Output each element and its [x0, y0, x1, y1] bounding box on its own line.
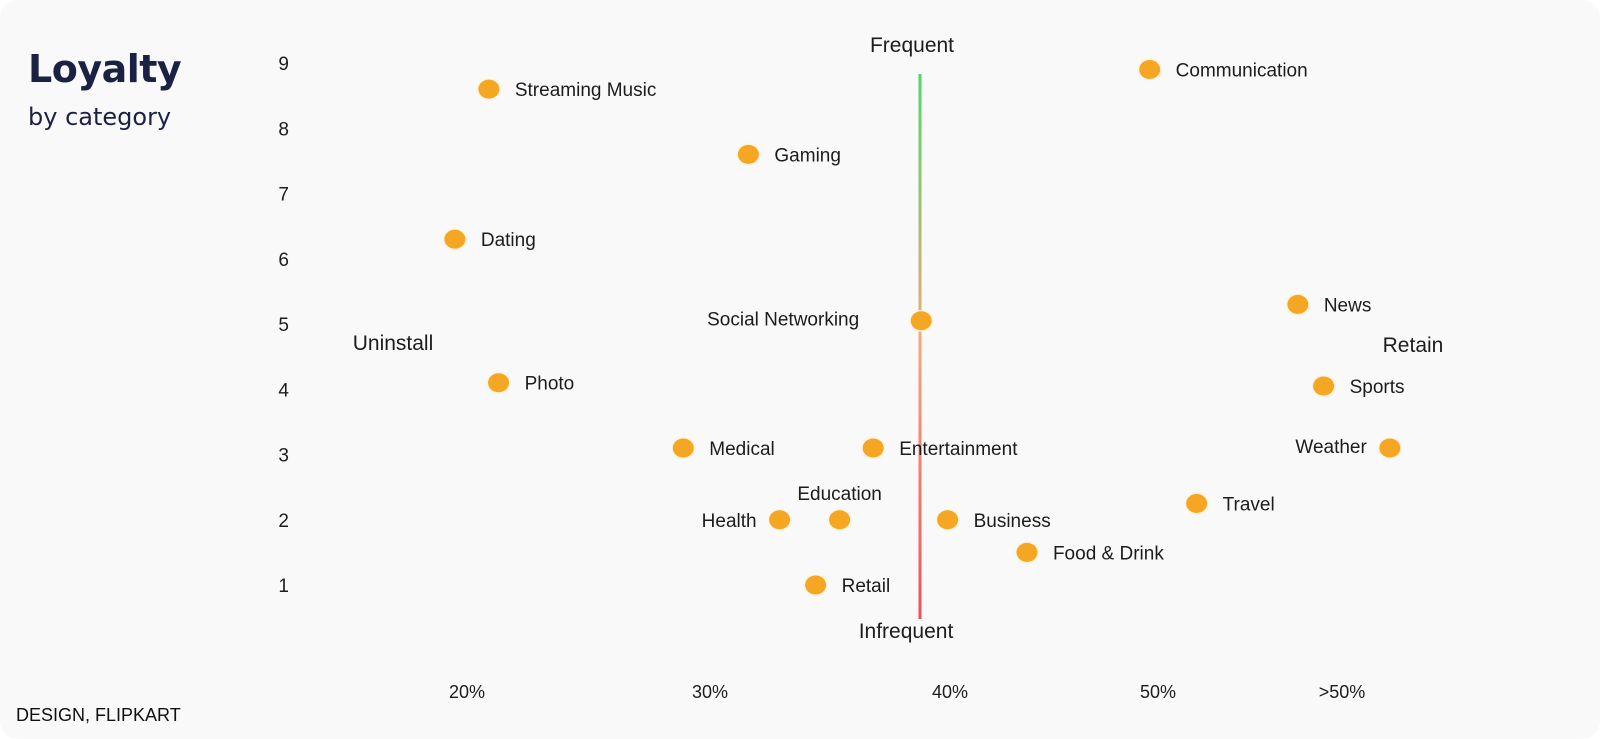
x-tick-label: 50%: [1140, 682, 1176, 702]
data-point-group: Gaming: [736, 143, 841, 166]
data-point-group: Entertainment: [861, 436, 1018, 460]
y-tick-label: 5: [278, 315, 289, 336]
data-point-label: Streaming Music: [515, 80, 657, 101]
y-tick-label: 6: [278, 250, 289, 271]
chart-subtitle: by category: [28, 103, 172, 131]
y-tick-label: 2: [278, 511, 289, 532]
y-tick-label: 8: [278, 119, 289, 140]
data-point-group: Education: [797, 484, 882, 531]
data-points: Communication Streaming Music Gaming Dating…: [442, 58, 1405, 597]
data-point: [1186, 493, 1208, 513]
data-point: [672, 438, 694, 458]
data-point-label: News: [1324, 295, 1372, 316]
quadrant-axes: Frequent Infrequent Uninstall Retain: [353, 34, 1444, 643]
data-point-label: Photo: [525, 374, 575, 395]
data-point-label: Travel: [1223, 494, 1275, 515]
data-point-group: Retail: [803, 574, 891, 597]
data-point: [805, 575, 827, 595]
data-point: [1313, 376, 1335, 396]
data-point: [1016, 542, 1038, 562]
data-point-label: Retail: [842, 576, 891, 597]
data-point: [1139, 60, 1161, 80]
data-point: [910, 311, 932, 331]
data-point-group: News: [1285, 293, 1372, 316]
x-tick-label: >50%: [1319, 682, 1366, 702]
data-point-label: Communication: [1176, 61, 1308, 82]
quadrant-label-frequent: Frequent: [870, 34, 954, 57]
data-point: [937, 510, 959, 530]
data-point-group: Communication: [1137, 58, 1308, 82]
data-point-group: Travel: [1184, 492, 1275, 515]
data-point-group: Photo: [486, 371, 575, 395]
y-tick-label: 3: [278, 446, 289, 467]
data-point-label: Social Networking: [707, 310, 859, 331]
data-point-label: Food & Drink: [1053, 543, 1164, 564]
quadrant-label-infrequent: Infrequent: [859, 620, 954, 643]
quadrant-label-retain: Retain: [1383, 334, 1444, 357]
data-point-label: Sports: [1350, 377, 1405, 398]
data-point-label: Entertainment: [899, 439, 1018, 460]
x-tick-label: 20%: [449, 682, 485, 702]
data-point: [444, 229, 466, 249]
y-tick-label: 9: [278, 54, 289, 75]
data-point-label: Health: [702, 511, 757, 532]
data-point-label: Education: [797, 484, 882, 505]
data-point-group: Weather: [1295, 436, 1402, 459]
data-point-label: Gaming: [774, 145, 841, 166]
data-point-group: Social Networking: [707, 309, 934, 332]
data-point: [478, 79, 500, 99]
data-point-group: Food & Drink: [1014, 541, 1164, 564]
y-tick-label: 1: [278, 576, 289, 597]
credit-text: DESIGN, FLIPKART: [16, 705, 181, 725]
data-point: [769, 510, 791, 530]
y-tick-label: 7: [278, 185, 289, 206]
chart-title: Loyalty: [28, 47, 182, 91]
axis-ticks: 1 2 3 4 5 6 7 8 9 20% 30% 40% 50% >50%: [278, 54, 1365, 702]
data-point-group: Sports: [1311, 374, 1405, 398]
data-point-label: Business: [974, 511, 1051, 532]
data-point-group: Dating: [442, 228, 536, 251]
data-point-label: Weather: [1295, 437, 1367, 458]
data-point: [1379, 438, 1401, 458]
data-point-group: Medical: [671, 436, 775, 460]
data-point: [1287, 294, 1309, 314]
data-point: [829, 510, 851, 530]
y-tick-label: 4: [278, 380, 289, 401]
vertical-axis-line: [918, 74, 922, 619]
data-point-group: Streaming Music: [476, 78, 657, 101]
data-point: [488, 373, 510, 393]
x-tick-label: 30%: [692, 682, 728, 702]
data-point-group: Business: [935, 508, 1051, 532]
x-tick-label: 40%: [932, 682, 968, 702]
data-point-label: Dating: [481, 230, 536, 251]
data-point-group: Health: [702, 508, 792, 532]
data-point: [737, 144, 759, 164]
quadrant-label-uninstall: Uninstall: [353, 332, 434, 355]
data-point: [862, 438, 884, 458]
data-point-label: Medical: [709, 439, 774, 460]
